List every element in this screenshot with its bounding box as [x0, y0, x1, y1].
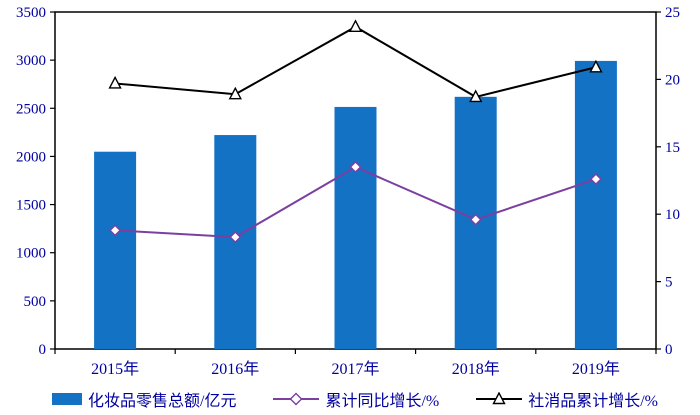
y-left-tick-label: 3500 — [16, 5, 46, 21]
x-tick-label: 2018年 — [452, 360, 500, 378]
diamond-marker-2019年 — [589, 173, 602, 186]
legend-label-bar-series: 化妆品零售总额/亿元 — [88, 392, 237, 410]
triangle-marker-2019年 — [589, 59, 603, 73]
chart-canvas: 0 500 1000 1500 2000 2500 3000 3500 0 5 10 15 20 25 20… — [16, 5, 680, 378]
y-right-tick-label: 20 — [665, 72, 680, 88]
legend-label-line-triangle: 社消品累计增长/% — [528, 392, 658, 410]
y-left-tick-label: 2500 — [16, 101, 46, 117]
diamond-marker-2015年 — [109, 224, 122, 237]
y-left-tick-label: 500 — [24, 294, 47, 310]
diamond-marker-2016年 — [229, 231, 242, 244]
diamond-marker-2018年 — [469, 213, 482, 226]
chart-legend: 化妆品零售总额/亿元 累计同比增长/% 社消品累计增长/% — [0, 382, 700, 415]
triangle-marker-2017年 — [348, 19, 363, 33]
triangle-marker-2018年 — [469, 89, 483, 103]
y-right-tick-label: 0 — [665, 342, 673, 358]
legend-item-bar-series: 化妆品零售总额/亿元 — [52, 387, 236, 411]
legend-label-line-diamond: 累计同比增长/% — [325, 392, 440, 410]
x-tick-label: 2016年 — [211, 360, 259, 378]
y-right-tick-label: 15 — [665, 140, 680, 156]
y-left-tick-label: 1500 — [16, 198, 46, 214]
bar-series-swatch-icon — [52, 392, 82, 405]
triangle-marker-2016年 — [228, 86, 242, 100]
y-left-tick-label: 0 — [39, 342, 47, 358]
bar-2019年 — [574, 60, 617, 349]
y-right-tick-label: 25 — [665, 5, 680, 21]
triangle-line-swatch-icon — [476, 391, 523, 404]
bar-2017年 — [334, 106, 377, 349]
x-tick-label: 2017年 — [331, 360, 379, 378]
triangle-marker-2015年 — [108, 75, 122, 89]
legend-item-line-triangle: 社消品累计增长/% — [476, 387, 658, 411]
bar-2015年 — [94, 151, 137, 349]
line-series-1 — [115, 25, 597, 98]
y-left-tick-label: 1000 — [16, 246, 46, 262]
diamond-line-swatch-icon — [273, 392, 320, 405]
diamond-marker-2017年 — [349, 161, 362, 174]
legend-item-line-diamond: 累计同比增长/% — [273, 387, 439, 411]
y-right-tick-label: 5 — [665, 275, 673, 291]
x-tick-label: 2019年 — [572, 360, 620, 378]
y-right-tick-label: 10 — [665, 207, 680, 223]
y-left-tick-label: 2000 — [16, 149, 46, 165]
y-left-tick-label: 3000 — [16, 53, 46, 69]
x-tick-label: 2015年 — [91, 360, 139, 378]
